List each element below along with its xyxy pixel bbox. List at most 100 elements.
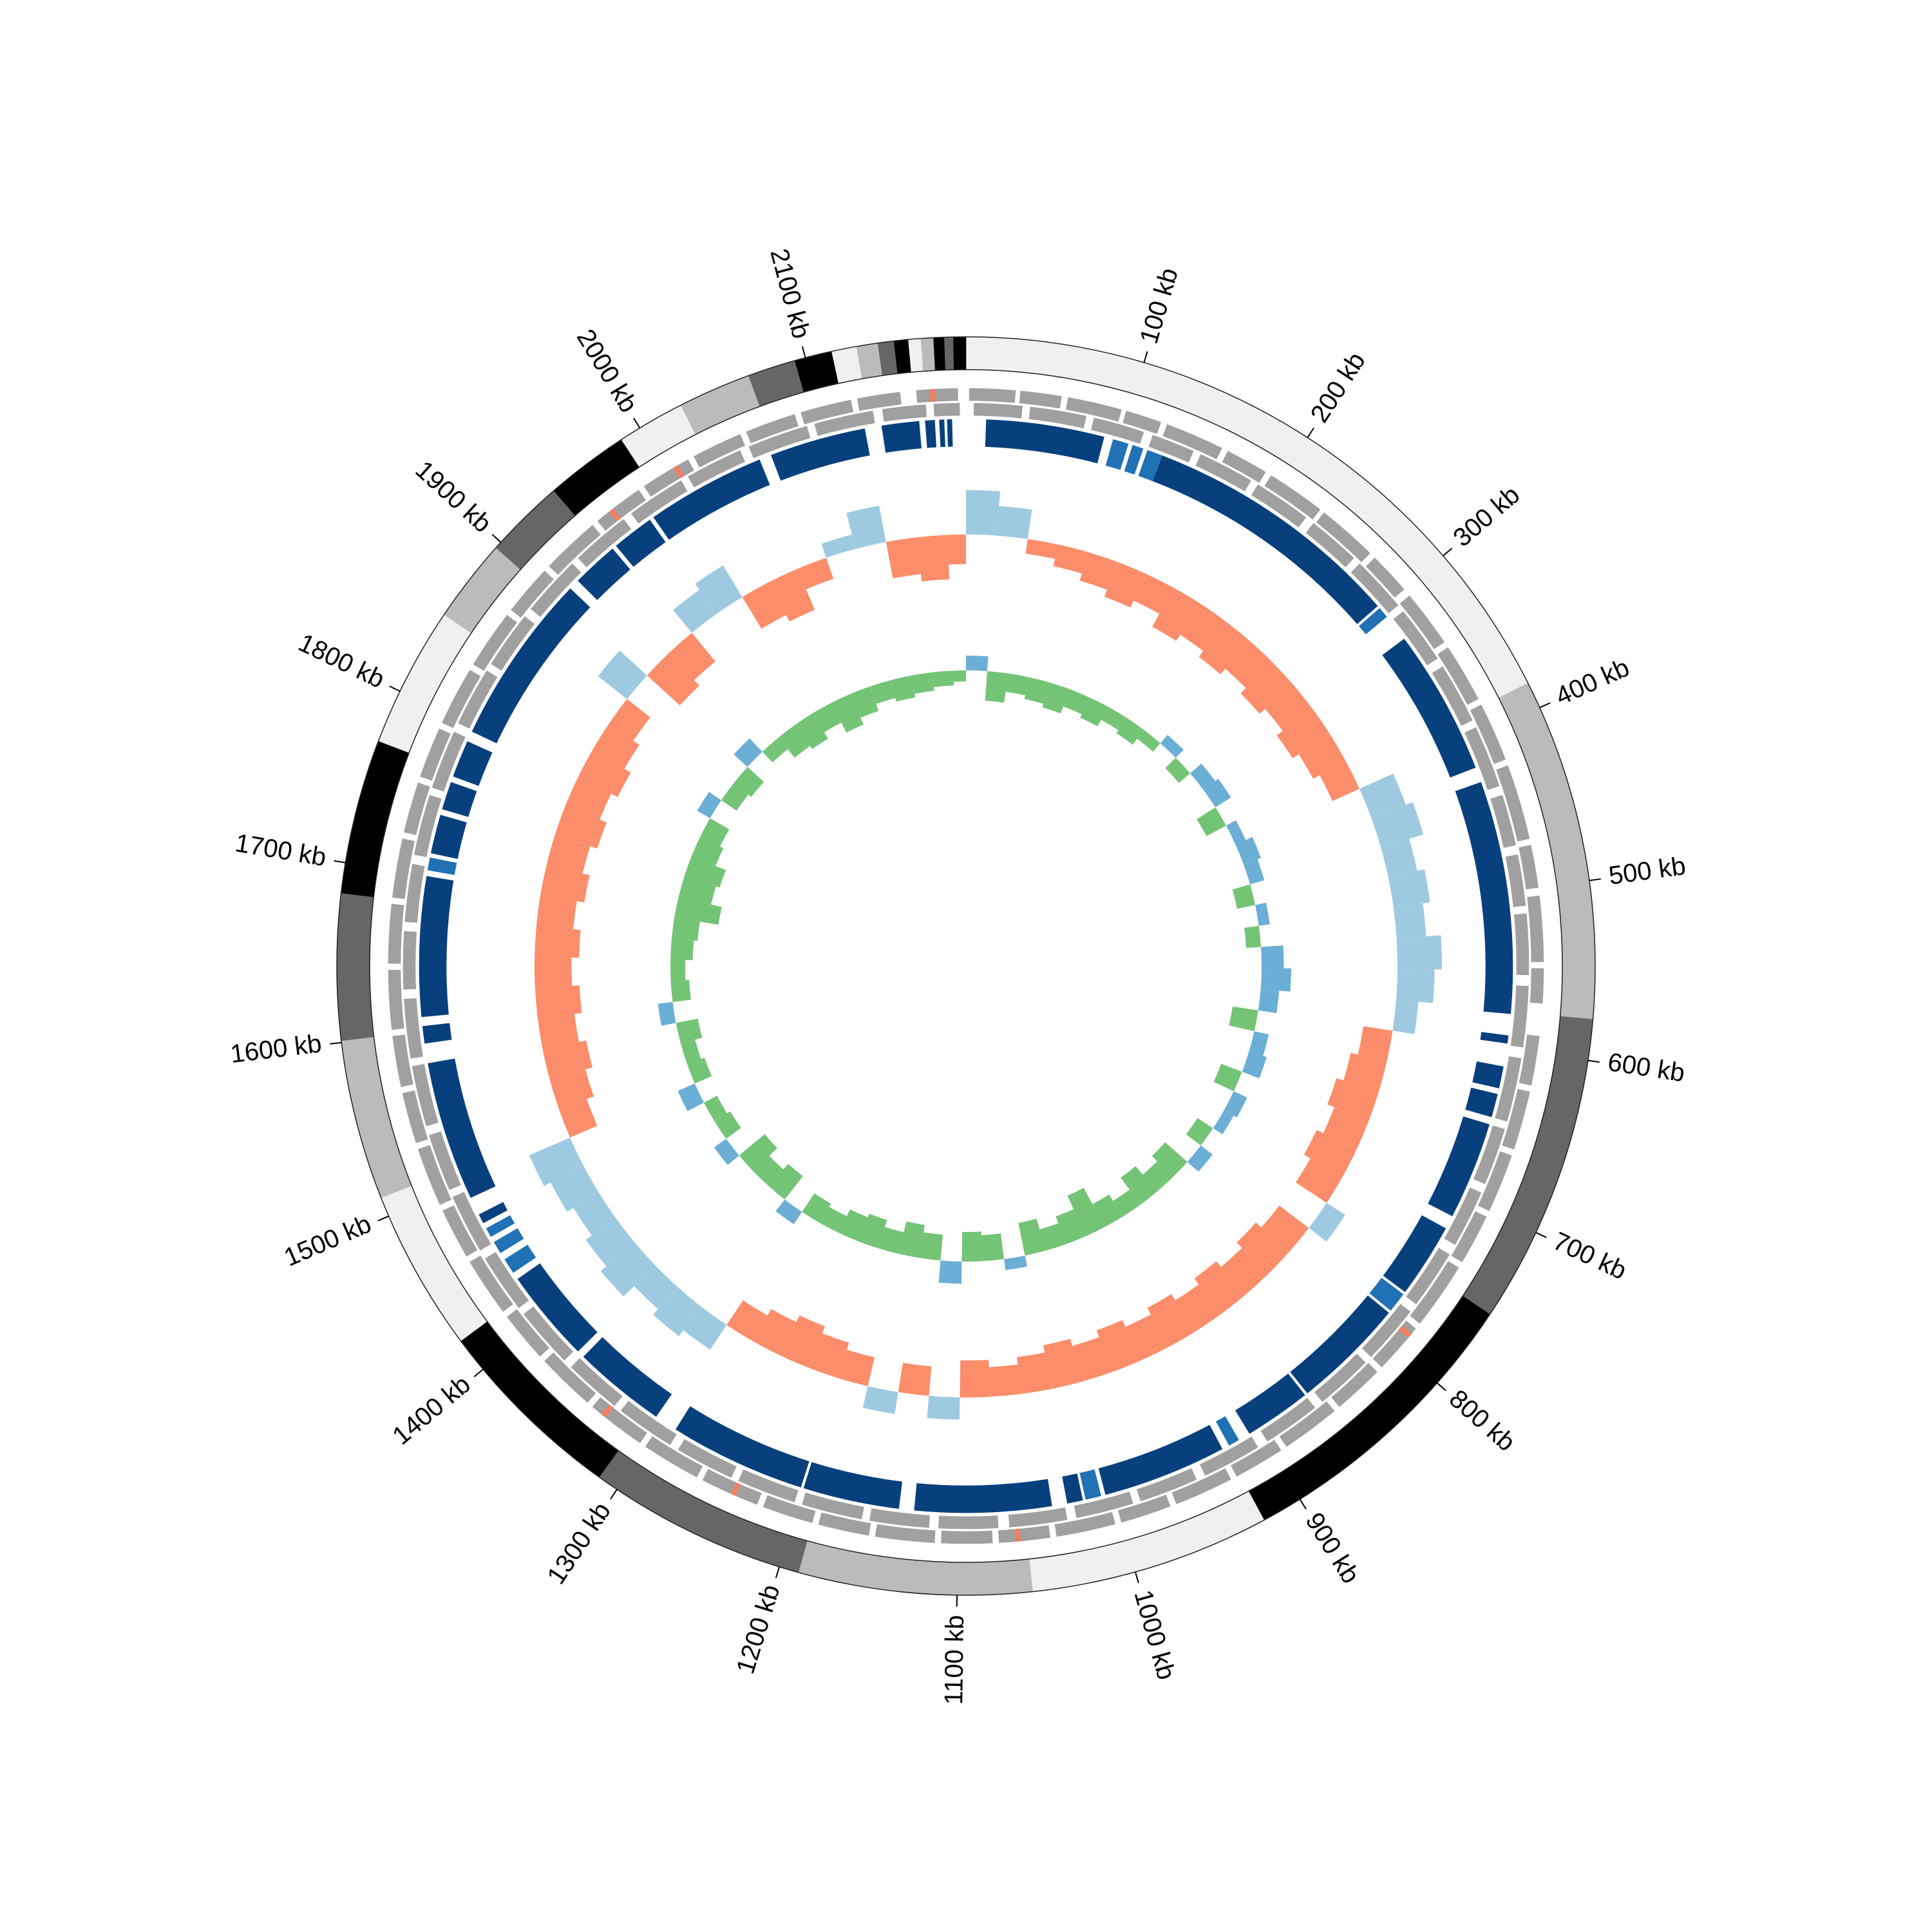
gene-reverse (677, 1439, 737, 1478)
homology-block (1383, 1215, 1446, 1293)
homology-block-light (1124, 445, 1144, 475)
gc-skew-bar (813, 703, 842, 733)
gene-reverse (1393, 611, 1438, 666)
rna-feature (609, 508, 621, 522)
gene-forward (420, 728, 451, 781)
gc-skew-bar (1165, 757, 1191, 783)
gene-reverse (814, 410, 875, 436)
gc-skew-bar (1018, 1218, 1046, 1256)
gc-content-bar (838, 1349, 875, 1387)
homology-block-light (493, 1228, 524, 1253)
gc-content-bar (742, 582, 786, 629)
gene-reverse (688, 450, 746, 488)
gc-content-bar (1261, 1205, 1309, 1253)
gc-content-bar (960, 1359, 991, 1397)
homology-block-light (1079, 1469, 1102, 1500)
gc-content-bar (1175, 1284, 1221, 1332)
gene-reverse (1008, 1507, 1068, 1528)
gene-forward (544, 1352, 596, 1403)
gc-content-bar (997, 506, 1032, 539)
homology-block-light (504, 1244, 536, 1273)
x-tick-label: 600 kb (1606, 1048, 1687, 1088)
gc-content-bar (797, 558, 834, 590)
gc-skew-bar (1080, 697, 1108, 726)
gene-reverse (1505, 854, 1526, 907)
gc-skew-bar (953, 670, 966, 682)
gc-content-bar (1096, 1320, 1141, 1372)
gene-reverse (412, 1064, 439, 1126)
gc-skew-bar (961, 1231, 983, 1262)
x-tick-label: 1600 kb (229, 1029, 323, 1068)
gene-reverse (1473, 1125, 1505, 1184)
gene-forward (1410, 1261, 1459, 1324)
homology-block (616, 520, 666, 567)
rna-feature (929, 389, 936, 402)
x-tick-label: 400 kb (1551, 653, 1634, 710)
gc-content-bar (1133, 574, 1174, 614)
gc-content-bar (683, 1307, 727, 1350)
gc-skew-bar (674, 896, 722, 925)
gene-reverse (402, 931, 417, 990)
gc-content-bar (1072, 1337, 1112, 1382)
gene-forward (1496, 765, 1530, 842)
homology-block (1062, 1473, 1083, 1504)
gc-skew-bar (1229, 1006, 1258, 1032)
gc-content-bar (769, 569, 815, 622)
gc-skew-bar (1243, 859, 1265, 885)
gc-content-bar (695, 565, 743, 614)
gene-reverse (578, 518, 632, 567)
gc-skew-bar (691, 837, 724, 866)
homology-block (1428, 1116, 1490, 1217)
gc-content-bar (558, 1099, 598, 1138)
gene-forward (1162, 424, 1222, 460)
x-tick (334, 860, 346, 864)
gc-content-bar (598, 650, 647, 699)
gene-forward (1171, 1468, 1231, 1504)
gc-skew-bar (1151, 1142, 1188, 1178)
homology-block (803, 1462, 903, 1509)
gc-skew-bar (670, 980, 691, 1002)
homology-block (939, 419, 945, 448)
gc-skew-bar (1213, 1063, 1242, 1092)
gene-reverse (1464, 727, 1500, 790)
gene-reverse (452, 1191, 491, 1251)
gc-content-bar (821, 534, 856, 558)
gc-skew-bar (878, 1227, 904, 1254)
gc-content-bar (585, 1218, 635, 1267)
gc-content-bar (1276, 708, 1331, 759)
gc-skew-bar (1067, 1188, 1105, 1236)
gene-forward (506, 1309, 550, 1357)
homology-block-light (1138, 450, 1163, 482)
gene-forward (1502, 1088, 1530, 1150)
gc-skew-bar (890, 675, 916, 702)
gc-content-bar (1358, 1026, 1393, 1061)
gc-content-bar (578, 750, 631, 797)
gene-forward (916, 388, 958, 403)
gene-reverse (1350, 563, 1399, 614)
gene-forward (1231, 1439, 1282, 1477)
gc-content-bar (1320, 761, 1359, 801)
homology-block (1480, 1032, 1509, 1044)
gene-forward (969, 388, 1016, 403)
gene-forward (1437, 647, 1479, 705)
gene-forward (875, 1524, 936, 1543)
gene-forward (643, 459, 694, 497)
gc-content-bar (1388, 869, 1430, 907)
homology-block (925, 420, 937, 448)
gene-forward (1399, 595, 1445, 650)
x-tick (473, 1368, 484, 1378)
homology-block (1098, 1425, 1223, 1495)
tracks (336, 336, 1596, 1596)
gene-forward (1222, 451, 1266, 483)
x-tick (1299, 1499, 1307, 1510)
gc-skew-bar (1056, 1209, 1086, 1245)
gc-skew-bar (1113, 1189, 1141, 1217)
gc-skew-bar (1260, 968, 1291, 992)
gc-content-bar (1371, 802, 1424, 848)
x-tick (1307, 427, 1314, 439)
x-tick (491, 534, 502, 543)
gc-skew-bar (721, 783, 748, 811)
gene-forward (800, 399, 854, 424)
x-tick (610, 1489, 618, 1500)
